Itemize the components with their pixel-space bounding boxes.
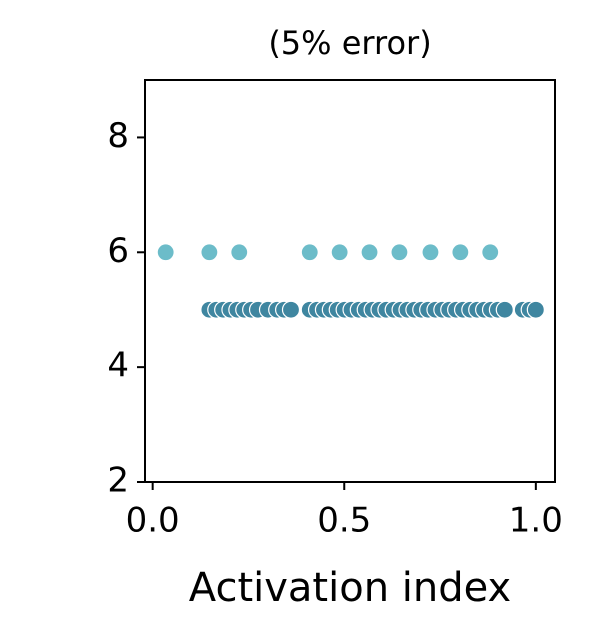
point bbox=[330, 243, 349, 262]
point bbox=[200, 243, 219, 262]
x-tick-label: 1.0 bbox=[509, 501, 563, 541]
x-tick-label: 0.0 bbox=[126, 501, 180, 541]
point bbox=[300, 243, 319, 262]
y-tick-label: 2 bbox=[107, 461, 129, 501]
plot-frame bbox=[144, 79, 556, 483]
point bbox=[421, 243, 440, 262]
point bbox=[156, 243, 175, 262]
chart-title: (5% error) bbox=[268, 24, 431, 62]
point bbox=[495, 300, 514, 319]
y-tick-label: 8 bbox=[107, 116, 129, 156]
y-tick-label: 4 bbox=[107, 346, 129, 386]
point bbox=[281, 300, 301, 319]
point bbox=[390, 243, 409, 262]
y-tick-label: 6 bbox=[107, 231, 129, 271]
point bbox=[360, 243, 379, 262]
point bbox=[230, 243, 249, 262]
x-axis-label: Activation index bbox=[189, 565, 511, 611]
point bbox=[451, 243, 470, 262]
x-tick-label: 0.5 bbox=[317, 501, 371, 541]
point bbox=[481, 243, 500, 262]
point bbox=[526, 300, 545, 319]
